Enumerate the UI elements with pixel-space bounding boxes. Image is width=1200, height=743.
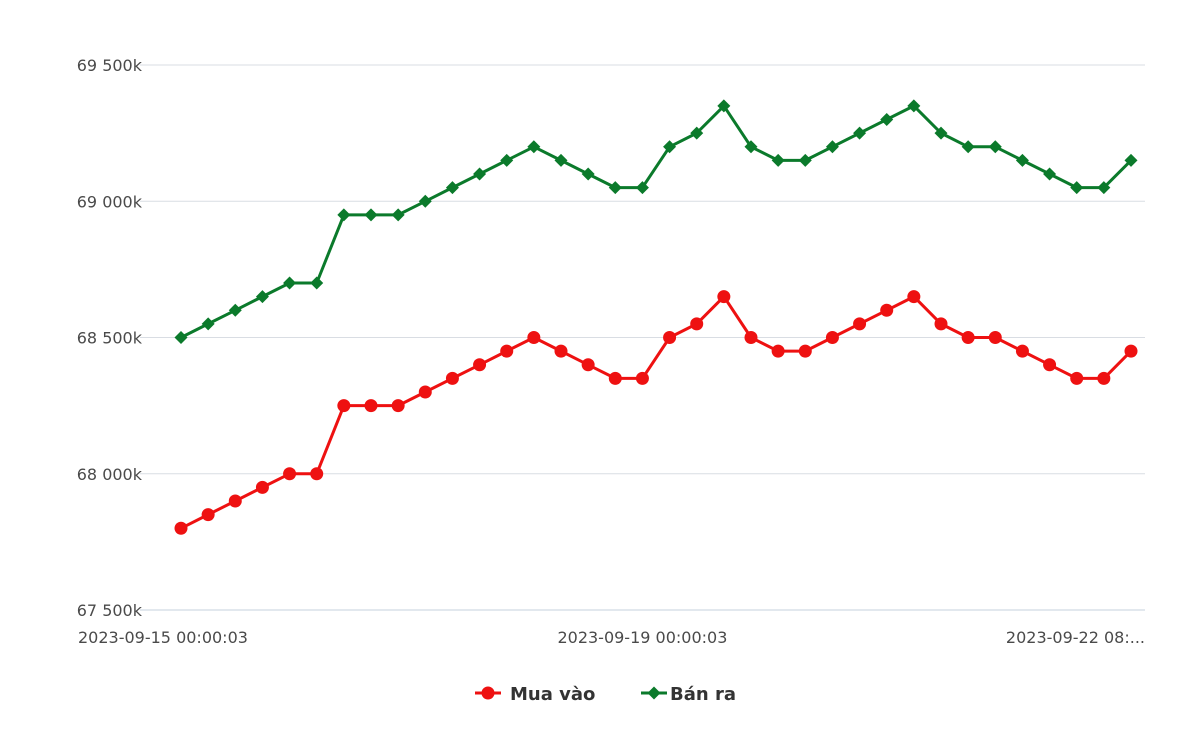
data-point-ban-ra: [1015, 153, 1029, 167]
data-point-ban-ra: [825, 140, 839, 154]
y-tick-label: 68 000k: [77, 465, 143, 484]
data-point-mua-vao: [418, 385, 432, 399]
data-point-ban-ra: [283, 276, 297, 290]
y-tick-label: 69 000k: [77, 192, 143, 211]
data-point-mua-vao: [853, 317, 867, 331]
x-tick-label: 2023-09-22 08:...: [1006, 628, 1145, 647]
data-point-mua-vao: [635, 371, 649, 385]
data-point-mua-vao: [337, 399, 351, 413]
data-point-ban-ra: [853, 126, 867, 140]
data-point-mua-vao: [717, 290, 731, 304]
data-point-ban-ra: [663, 140, 677, 154]
data-point-mua-vao: [445, 371, 459, 385]
data-point-ban-ra: [255, 290, 269, 304]
series-line-ban-ra: [179, 104, 1133, 339]
data-point-ban-ra: [988, 140, 1002, 154]
data-point-ban-ra: [445, 181, 459, 195]
data-point-mua-vao: [608, 371, 622, 385]
data-point-mua-vao: [798, 344, 812, 358]
data-point-ban-ra: [690, 126, 704, 140]
data-point-mua-vao: [174, 521, 188, 535]
y-tick-label: 68 500k: [77, 329, 143, 348]
data-point-mua-vao: [961, 331, 975, 344]
data-point-mua-vao: [690, 317, 704, 331]
data-point-ban-ra: [174, 331, 188, 344]
data-point-mua-vao: [880, 303, 894, 317]
data-point-mua-vao: [1124, 344, 1138, 358]
data-point-mua-vao: [744, 331, 758, 344]
data-point-ban-ra: [391, 208, 405, 222]
data-point-ban-ra: [201, 317, 215, 331]
data-point-ban-ra: [527, 140, 541, 154]
y-tick-label: 69 500k: [77, 56, 143, 75]
data-point-mua-vao: [825, 331, 839, 344]
data-point-mua-vao: [934, 317, 948, 331]
x-tick-label: 2023-09-15 00:00:03: [78, 628, 248, 647]
data-point-ban-ra: [228, 303, 242, 317]
y-tick-label: 67 500k: [77, 601, 143, 620]
data-point-ban-ra: [744, 140, 758, 154]
legend-label-mua-vao: Mua vào: [510, 684, 595, 705]
data-point-ban-ra: [1097, 181, 1111, 195]
data-point-ban-ra: [418, 194, 432, 208]
data-point-ban-ra: [1070, 181, 1084, 195]
data-point-mua-vao: [1015, 344, 1029, 358]
data-point-mua-vao: [1097, 371, 1111, 385]
data-point-ban-ra: [798, 153, 812, 167]
series-line-mua-vao: [179, 295, 1133, 530]
data-point-mua-vao: [364, 399, 378, 413]
legend-label-ban-ra: Bán ra: [670, 684, 736, 705]
data-point-mua-vao: [527, 331, 541, 344]
data-point-mua-vao: [988, 331, 1002, 344]
data-point-mua-vao: [228, 494, 242, 508]
data-point-mua-vao: [771, 344, 785, 358]
data-point-ban-ra: [717, 99, 731, 113]
data-point-ban-ra: [1124, 153, 1138, 167]
data-point-mua-vao: [473, 358, 487, 372]
data-point-ban-ra: [608, 181, 622, 195]
data-point-ban-ra: [771, 153, 785, 167]
legend-marker-mua-vao: [481, 686, 495, 700]
data-point-mua-vao: [554, 344, 568, 358]
data-point-mua-vao: [1070, 371, 1084, 385]
data-point-mua-vao: [201, 508, 215, 522]
data-point-ban-ra: [961, 140, 975, 154]
data-point-mua-vao: [283, 467, 297, 481]
data-point-mua-vao: [255, 480, 269, 494]
data-point-mua-vao: [391, 399, 405, 413]
data-point-mua-vao: [1043, 358, 1057, 372]
legend-marker-ban-ra: [647, 686, 661, 700]
data-point-mua-vao: [500, 344, 514, 358]
data-point-mua-vao: [581, 358, 595, 372]
x-tick-label: 2023-09-19 00:00:03: [557, 628, 727, 647]
data-point-ban-ra: [473, 167, 487, 181]
data-point-ban-ra: [880, 113, 894, 126]
data-point-ban-ra: [364, 208, 378, 222]
data-point-mua-vao: [310, 467, 324, 481]
data-point-ban-ra: [310, 276, 324, 290]
data-point-ban-ra: [337, 208, 351, 222]
data-point-ban-ra: [554, 153, 568, 167]
data-point-ban-ra: [581, 167, 595, 181]
data-point-ban-ra: [635, 181, 649, 195]
data-point-mua-vao: [663, 331, 677, 344]
data-point-ban-ra: [907, 99, 921, 113]
data-point-mua-vao: [907, 290, 921, 304]
data-point-ban-ra: [500, 153, 514, 167]
data-point-ban-ra: [934, 126, 948, 140]
data-point-ban-ra: [1043, 167, 1057, 181]
